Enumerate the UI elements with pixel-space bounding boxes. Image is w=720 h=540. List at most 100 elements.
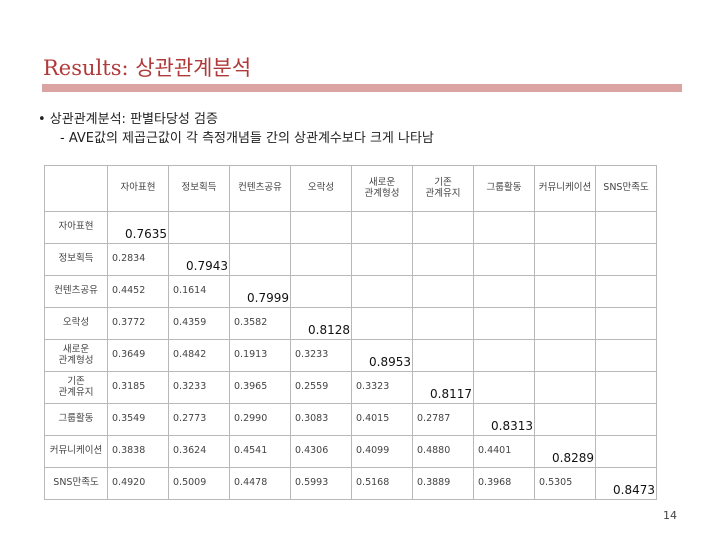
correlation-cell: 0.4541 [229,435,291,468]
correlation-cell: 0.3549 [107,403,169,436]
header-row: 자아표현 정보획득 컨텐츠공유 오락성 새로운 관계형성 기존 관계유지 그룹활동 커뮤니케이… [44,165,657,212]
correlation-cell: 0.3649 [107,339,169,372]
correlation-cell: 0.2787 [412,403,474,436]
empty-cell [534,339,596,372]
correlation-cell: 0.5305 [534,467,596,500]
correlation-cell: 0.3624 [168,435,230,468]
table-row: 그룹활동 0.3549 0.2773 0.2990 0.3083 0.4015 0.2787… [44,403,657,436]
empty-cell [595,371,657,404]
ave-sqrt-diagonal-cell: 0.8117 [412,371,474,404]
empty-cell [595,339,657,372]
correlation-cell: 0.3233 [290,339,352,372]
empty-cell [412,211,474,244]
empty-cell [595,275,657,308]
column-header: 기존 관계유지 [412,165,474,212]
empty-cell [229,211,291,244]
correlation-cell: 0.3965 [229,371,291,404]
correlation-cell: 0.1913 [229,339,291,372]
page-number: 14 [663,509,677,522]
bullet-sub-point: - AVE값의 제곱근값이 각 측정개념들 간의 상관계수보다 크게 나타남 [60,131,434,146]
empty-cell [473,275,535,308]
table-row: 기존 관계유지 0.3185 0.3233 0.3965 0.2559 0.3323 0.8… [44,371,657,404]
correlation-cell: 0.4401 [473,435,535,468]
correlation-cell: 0.4306 [290,435,352,468]
column-header: 오락성 [290,165,352,212]
correlation-cell: 0.4015 [351,403,413,436]
correlation-cell: 0.2834 [107,243,169,276]
correlation-cell: 0.5009 [168,467,230,500]
correlation-cell: 0.2773 [168,403,230,436]
column-header: SNS만족도 [595,165,657,212]
column-header: 정보획득 [168,165,230,212]
empty-cell [534,307,596,340]
correlation-cell: 0.1614 [168,275,230,308]
row-header: 새로운 관계형성 [44,339,108,372]
ave-sqrt-diagonal-cell: 0.8128 [290,307,352,340]
table-row: 오락성 0.3772 0.4359 0.3582 0.8128 [44,307,657,340]
empty-cell [595,435,657,468]
correlation-cell: 0.4842 [168,339,230,372]
empty-cell [351,307,413,340]
correlation-matrix-table: 자아표현 정보획득 컨텐츠공유 오락성 새로운 관계형성 기존 관계유지 그룹활동 커뮤니케이… [44,165,657,500]
empty-cell [534,371,596,404]
correlation-cell: 0.4452 [107,275,169,308]
correlation-cell: 0.4478 [229,467,291,500]
row-header: 커뮤니케이션 [44,435,108,468]
empty-cell [595,211,657,244]
empty-cell [473,243,535,276]
correlation-cell: 0.4880 [412,435,474,468]
correlation-cell: 0.5168 [351,467,413,500]
table-row: 컨텐츠공유 0.4452 0.1614 0.7999 [44,275,657,308]
corner-cell [44,165,108,212]
table-row: 새로운 관계형성 0.3649 0.4842 0.1913 0.3233 0.8953 [44,339,657,372]
empty-cell [595,403,657,436]
title-underline-bar [42,84,682,92]
empty-cell [534,403,596,436]
empty-cell [351,275,413,308]
correlation-cell: 0.5993 [290,467,352,500]
correlation-cell: 0.3185 [107,371,169,404]
empty-cell [412,339,474,372]
bullet-point: • 상관관계분석: 판별타당성 검증 [38,112,218,127]
empty-cell [412,275,474,308]
slide-title: Results: 상관관계분석 [43,56,252,80]
correlation-cell: 0.3968 [473,467,535,500]
row-header: 오락성 [44,307,108,340]
column-header: 커뮤니케이션 [534,165,596,212]
empty-cell [534,211,596,244]
empty-cell [290,211,352,244]
empty-cell [412,243,474,276]
correlation-cell: 0.2559 [290,371,352,404]
ave-sqrt-diagonal-cell: 0.7943 [168,243,230,276]
correlation-cell: 0.4920 [107,467,169,500]
empty-cell [473,371,535,404]
ave-sqrt-diagonal-cell: 0.8953 [351,339,413,372]
empty-cell [595,307,657,340]
correlation-cell: 0.3838 [107,435,169,468]
correlation-cell: 0.3889 [412,467,474,500]
row-header: 컨텐츠공유 [44,275,108,308]
empty-cell [534,243,596,276]
empty-cell [290,243,352,276]
empty-cell [351,211,413,244]
correlation-cell: 0.3233 [168,371,230,404]
empty-cell [290,275,352,308]
correlation-cell: 0.3323 [351,371,413,404]
ave-sqrt-diagonal-cell: 0.7999 [229,275,291,308]
empty-cell [351,243,413,276]
correlation-cell: 0.4099 [351,435,413,468]
column-header: 컨텐츠공유 [229,165,291,212]
correlation-cell: 0.3582 [229,307,291,340]
column-header: 새로운 관계형성 [351,165,413,212]
column-header: 자아표현 [107,165,169,212]
empty-cell [412,307,474,340]
ave-sqrt-diagonal-cell: 0.8289 [534,435,596,468]
row-header: SNS만족도 [44,467,108,500]
ave-sqrt-diagonal-cell: 0.7635 [107,211,169,244]
row-header: 정보획득 [44,243,108,276]
correlation-cell: 0.3772 [107,307,169,340]
table-row: 자아표현 0.7635 [44,211,657,244]
empty-cell [473,307,535,340]
row-header: 기존 관계유지 [44,371,108,404]
column-header: 그룹활동 [473,165,535,212]
